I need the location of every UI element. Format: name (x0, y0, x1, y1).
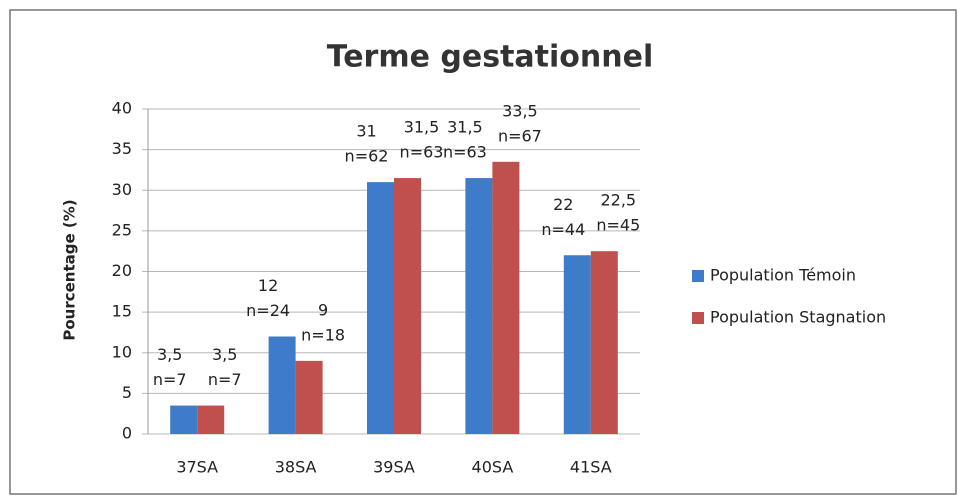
y-tick-label: 30 (112, 180, 132, 199)
bar (170, 405, 198, 434)
data-label: 12 (258, 276, 278, 295)
bar (367, 182, 394, 434)
data-label: 22,5 (600, 191, 636, 210)
data-label: 33,5 (502, 101, 538, 120)
count-label: n=63 (443, 143, 487, 162)
y-axis-label: Pourcentage (%) (61, 199, 79, 340)
bar (465, 178, 493, 434)
bar (268, 336, 296, 434)
count-label: n=18 (301, 325, 345, 344)
bar (492, 161, 520, 434)
legend-swatch (692, 312, 704, 324)
chart-title: Terme gestationnel (327, 40, 654, 75)
data-label: 9 (318, 300, 328, 319)
data-label: 31,5 (447, 118, 483, 137)
x-tick-label: 40SA (472, 458, 514, 477)
bar (590, 251, 618, 434)
data-label: 31 (356, 122, 376, 141)
count-label: n=45 (596, 216, 640, 235)
count-label: n=63 (400, 143, 444, 162)
x-tick-label: 37SA (176, 458, 218, 477)
count-label: n=67 (498, 126, 542, 145)
y-tick-label: 35 (112, 139, 132, 158)
count-label: n=7 (208, 370, 242, 389)
x-tick-label: 39SA (373, 458, 415, 477)
legend-label: Population Stagnation (710, 308, 886, 327)
bar (295, 360, 323, 434)
data-label: 3,5 (157, 345, 182, 364)
count-label: n=62 (345, 147, 389, 166)
y-tick-label: 10 (112, 342, 132, 361)
y-tick-label: 0 (122, 424, 132, 443)
count-label: n=24 (246, 301, 290, 320)
legend-label: Population Témoin (710, 266, 856, 285)
data-label: 22 (553, 195, 573, 214)
bar (394, 178, 421, 434)
y-tick-label: 40 (112, 99, 132, 118)
count-label: n=44 (541, 220, 585, 239)
y-tick-label: 15 (112, 302, 132, 321)
bar (197, 405, 225, 434)
count-label: n=7 (153, 370, 187, 389)
y-tick-label: 20 (112, 261, 132, 280)
data-label: 31,5 (404, 118, 440, 137)
data-label: 3,5 (212, 345, 237, 364)
x-tick-label: 38SA (275, 458, 317, 477)
x-tick-label: 41SA (570, 458, 612, 477)
y-tick-label: 5 (122, 383, 132, 402)
legend-swatch (692, 270, 704, 282)
bar (563, 255, 591, 434)
y-tick-label: 25 (112, 220, 132, 239)
